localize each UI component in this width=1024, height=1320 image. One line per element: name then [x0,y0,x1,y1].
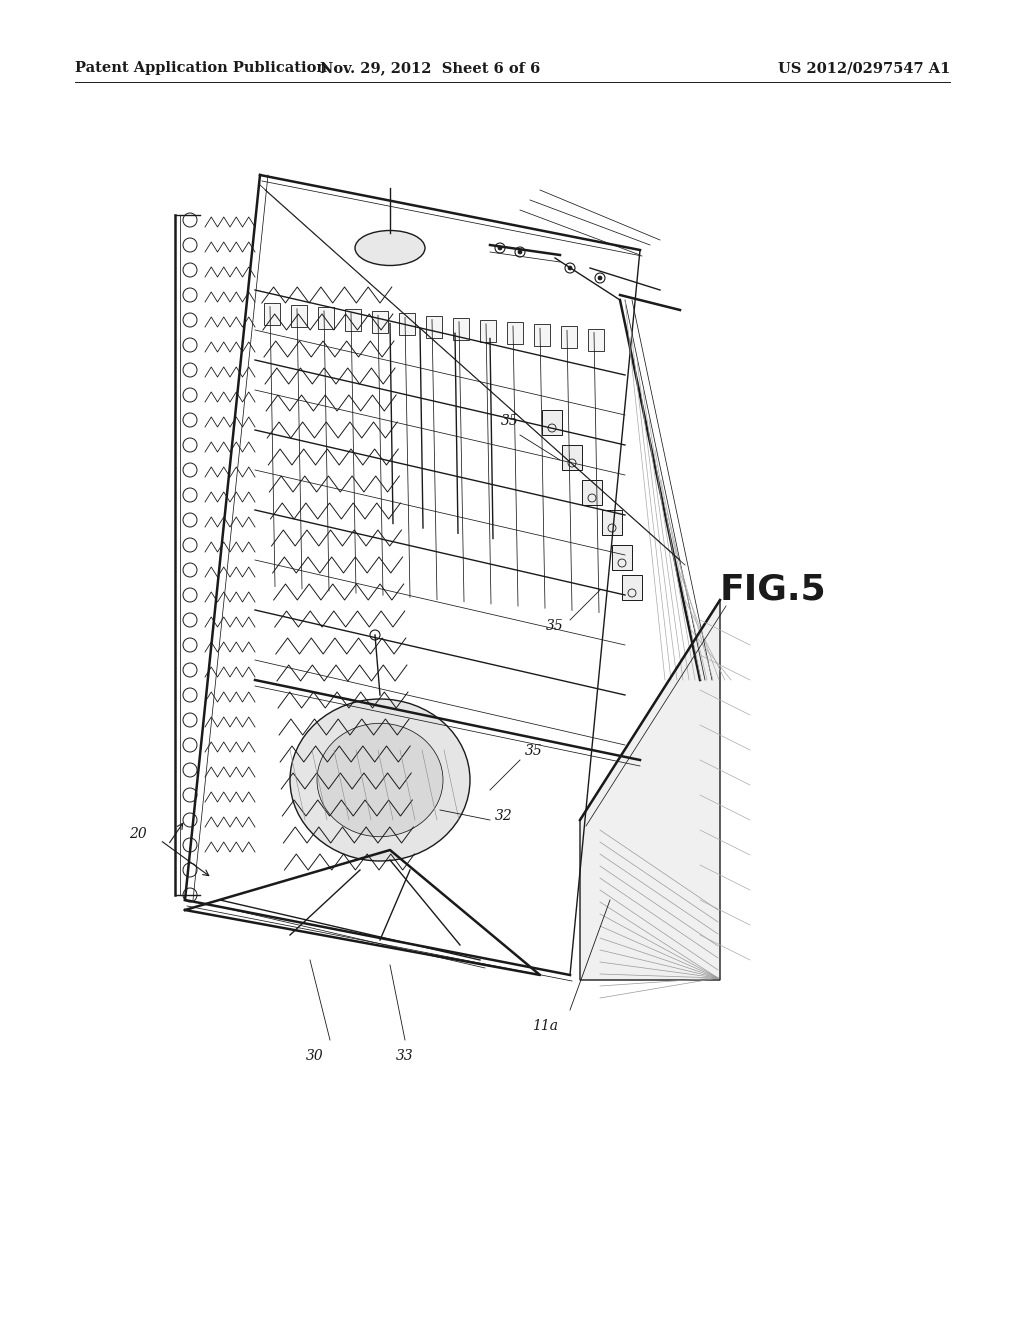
Text: US 2012/0297547 A1: US 2012/0297547 A1 [777,61,950,75]
FancyBboxPatch shape [372,312,388,333]
Text: 20: 20 [129,828,146,841]
FancyBboxPatch shape [542,411,562,436]
FancyBboxPatch shape [399,313,415,335]
Circle shape [518,249,522,253]
Circle shape [568,267,572,271]
Text: 35: 35 [501,414,519,428]
Text: 11a: 11a [532,1019,558,1034]
Polygon shape [580,601,720,979]
FancyBboxPatch shape [562,445,582,470]
FancyBboxPatch shape [453,318,469,339]
Text: 30: 30 [306,1049,324,1063]
FancyBboxPatch shape [426,315,442,338]
FancyBboxPatch shape [602,510,622,535]
FancyBboxPatch shape [588,329,604,351]
FancyBboxPatch shape [622,576,642,601]
FancyBboxPatch shape [534,325,550,346]
FancyBboxPatch shape [480,319,496,342]
Circle shape [498,246,502,249]
FancyBboxPatch shape [291,305,307,327]
FancyBboxPatch shape [582,480,602,506]
Ellipse shape [317,723,443,837]
Text: 33: 33 [396,1049,414,1063]
Text: FIG.5: FIG.5 [720,573,826,607]
Text: 32: 32 [495,809,513,822]
Text: 35: 35 [525,744,543,758]
FancyBboxPatch shape [264,302,280,325]
Text: Patent Application Publication: Patent Application Publication [75,61,327,75]
FancyBboxPatch shape [345,309,361,331]
FancyBboxPatch shape [507,322,523,345]
FancyBboxPatch shape [561,326,577,348]
FancyBboxPatch shape [612,545,632,570]
Text: 35: 35 [546,619,564,634]
FancyBboxPatch shape [318,308,334,329]
Circle shape [598,276,602,280]
Ellipse shape [290,700,470,861]
Text: Nov. 29, 2012  Sheet 6 of 6: Nov. 29, 2012 Sheet 6 of 6 [319,61,540,75]
Ellipse shape [355,231,425,265]
